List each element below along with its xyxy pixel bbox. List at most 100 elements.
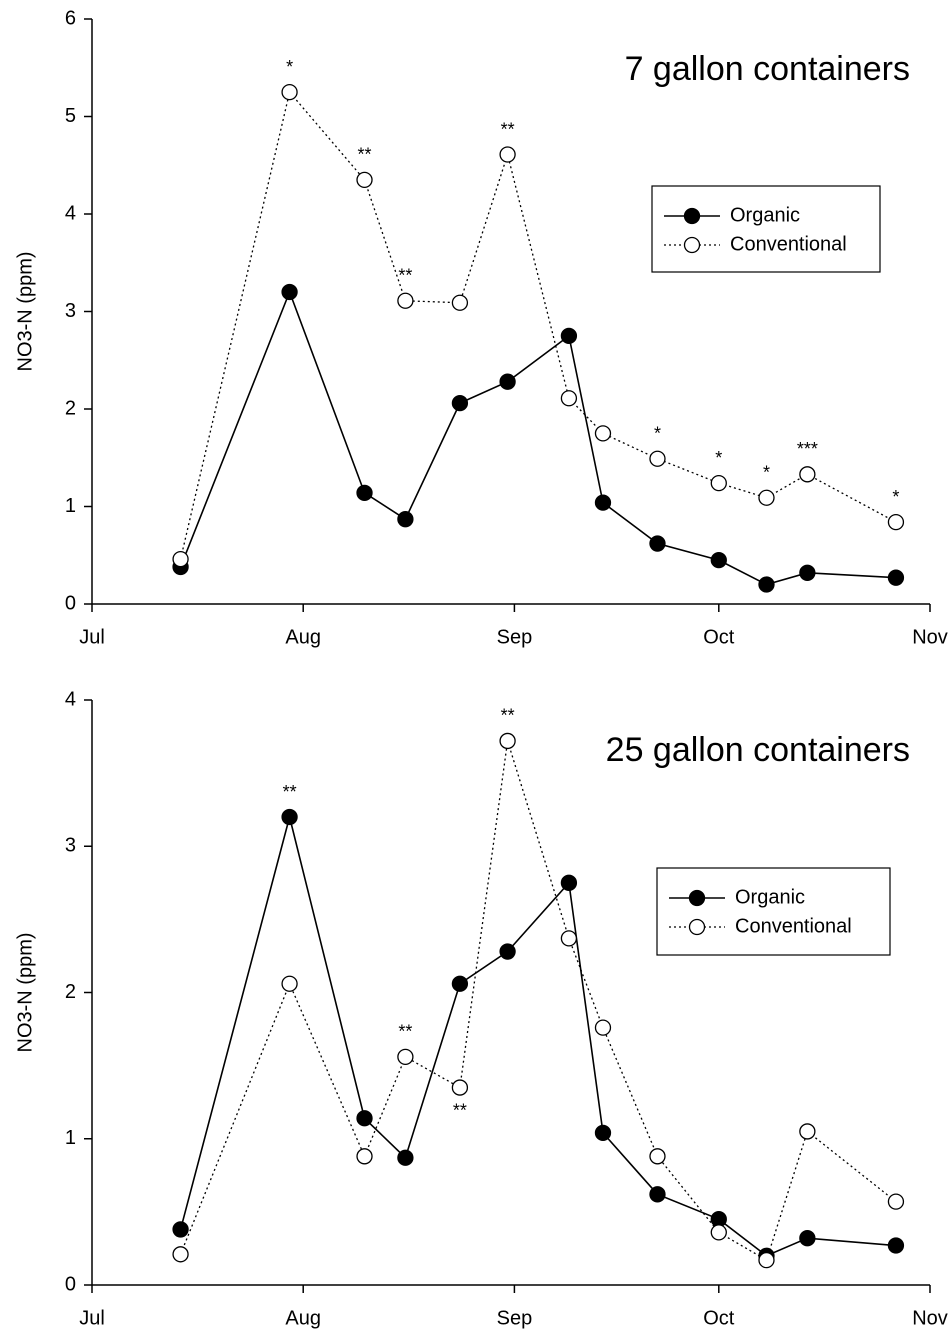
legend-marker (683, 236, 701, 254)
data-point (172, 551, 189, 568)
legend-box (651, 185, 881, 273)
data-point (649, 450, 666, 467)
x-tick-label: Jul (79, 626, 105, 648)
data-point (887, 569, 905, 586)
x-tick-label: Aug (285, 1307, 321, 1329)
y-tick-label: 4 (65, 202, 76, 224)
significance-label: * (715, 448, 722, 468)
significance-label: ** (453, 1100, 467, 1120)
data-point (451, 294, 469, 311)
data-point (397, 1149, 414, 1166)
data-point (758, 1251, 775, 1269)
data-point (499, 943, 516, 960)
y-tick-label: 5 (65, 105, 76, 127)
legend-marker (688, 889, 706, 907)
data-point (451, 1079, 469, 1096)
data-point (887, 1237, 905, 1254)
data-point (799, 564, 816, 581)
data-point (799, 466, 816, 483)
data-point (799, 1123, 816, 1140)
data-point (649, 1148, 666, 1165)
data-point (499, 146, 516, 163)
data-point (560, 327, 578, 345)
significance-label: * (892, 487, 899, 507)
data-point (281, 808, 298, 826)
data-point (356, 1148, 373, 1165)
data-point (172, 1221, 189, 1238)
significance-label: ** (501, 119, 515, 139)
significance-label: * (654, 423, 661, 443)
data-point (758, 489, 775, 506)
data-point (281, 283, 298, 301)
data-point (594, 425, 612, 442)
significance-label: * (286, 57, 293, 77)
data-point (560, 930, 578, 947)
y-axis-label: NO3-N (ppm) (14, 932, 36, 1052)
data-point (397, 1048, 414, 1065)
x-tick-label: Sep (497, 626, 533, 648)
y-tick-label: 1 (65, 1127, 76, 1149)
legend-label: Organic (730, 204, 800, 226)
y-tick-label: 0 (65, 592, 76, 614)
significance-label: * (763, 462, 770, 482)
data-point (594, 1019, 612, 1036)
data-point (172, 1246, 189, 1263)
data-point (710, 551, 727, 569)
y-tick-label: 0 (65, 1273, 76, 1295)
data-point (710, 1224, 727, 1241)
x-tick-label: Jul (79, 1307, 105, 1329)
panel-title: 7 gallon containers (625, 50, 910, 88)
significance-label: ** (398, 1022, 412, 1042)
data-point (451, 394, 469, 412)
legend-label: Organic (735, 886, 805, 908)
data-point (499, 732, 516, 750)
significance-label: ** (283, 782, 297, 802)
data-point (397, 292, 414, 309)
data-point (281, 83, 298, 101)
x-tick-label: Sep (497, 1307, 533, 1329)
data-point (649, 535, 666, 552)
y-tick-label: 3 (65, 300, 76, 322)
data-point (356, 484, 373, 502)
y-axis-label: NO3-N (ppm) (14, 251, 36, 371)
y-tick-label: 4 (65, 688, 76, 710)
legend-label: Conventional (730, 233, 847, 255)
data-point (799, 1230, 816, 1247)
data-point (649, 1186, 666, 1203)
y-tick-label: 2 (65, 397, 76, 419)
x-tick-label: Oct (703, 1307, 735, 1329)
data-point (710, 474, 727, 492)
series-line (179, 90, 897, 560)
data-point (281, 975, 298, 992)
x-tick-label: Aug (285, 626, 321, 648)
y-tick-label: 6 (65, 7, 76, 29)
data-point (397, 511, 414, 528)
y-tick-label: 2 (65, 981, 76, 1003)
data-point (594, 494, 612, 511)
y-tick-label: 1 (65, 495, 76, 517)
data-point (499, 373, 516, 390)
data-point (560, 390, 578, 407)
data-point (758, 576, 775, 593)
x-tick-label: Oct (703, 626, 735, 648)
data-point (594, 1124, 612, 1142)
significance-label: ** (398, 266, 412, 286)
x-tick-label: Nov (912, 626, 948, 648)
legend-label: Conventional (735, 915, 852, 937)
data-point (560, 874, 578, 891)
data-point (356, 1110, 373, 1127)
panel-title: 25 gallon containers (606, 731, 910, 769)
y-tick-label: 3 (65, 835, 76, 857)
legend-marker (683, 207, 701, 225)
data-point (451, 975, 469, 992)
significance-label: ** (358, 145, 372, 165)
data-point (887, 513, 905, 531)
significance-label: *** (797, 439, 818, 459)
x-tick-label: Nov (912, 1307, 948, 1329)
legend-box (656, 867, 891, 956)
significance-label: ** (501, 706, 515, 726)
series-line (179, 289, 896, 586)
data-point (356, 171, 373, 189)
legend-marker (688, 918, 706, 936)
data-point (887, 1193, 905, 1210)
